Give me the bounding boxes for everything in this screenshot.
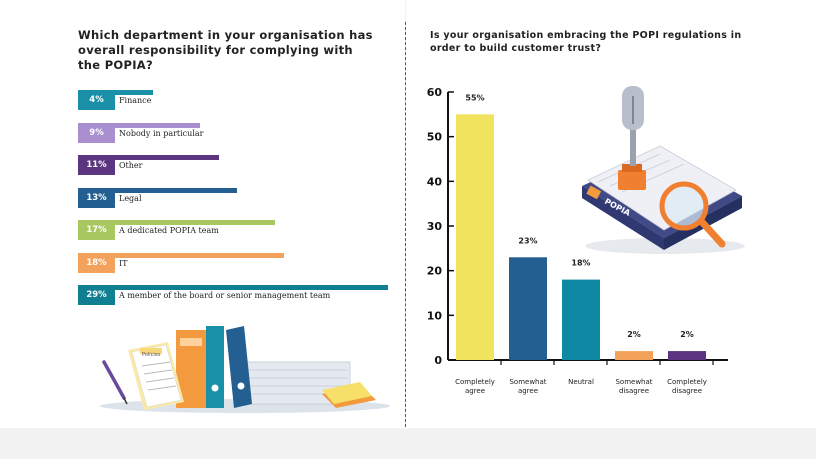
x-tick-label: Completely disagree xyxy=(667,378,707,395)
hbar-value-label: 4% xyxy=(78,90,115,110)
hbar-value-label: 13% xyxy=(78,187,115,208)
y-tick-label: 20 xyxy=(427,265,443,278)
hbar-value-label: 18% xyxy=(78,252,115,273)
policies-folder-icon: Policies xyxy=(128,342,184,410)
x-tick-label: Neutral xyxy=(568,378,594,386)
hbar-category-label: IT xyxy=(119,258,128,268)
hbar-row: 29% A member of the board or senior manag… xyxy=(78,285,388,305)
vbar-value-label: 18% xyxy=(571,259,590,268)
hbar-fill xyxy=(115,252,285,258)
panel-divider xyxy=(405,22,406,427)
binder-teal-icon xyxy=(206,326,224,408)
hbar-track xyxy=(115,220,388,240)
vbar xyxy=(456,114,494,360)
vbar-value-label: 2% xyxy=(680,330,694,339)
hbar-track xyxy=(115,155,388,175)
hbar-category-label: A member of the board or senior manageme… xyxy=(119,291,331,300)
magnifier-icon xyxy=(659,181,726,248)
vbar-value-label: 55% xyxy=(465,93,484,102)
hbar-row: 17% A dedicated POPIA team xyxy=(78,220,388,240)
y-tick-label: 10 xyxy=(427,309,443,322)
vbar-value-label: 23% xyxy=(518,236,537,245)
hbar-row: 4% Finance xyxy=(78,90,388,110)
hbar-fill xyxy=(115,155,219,160)
hbar-value-label: 17% xyxy=(78,220,115,240)
vbar xyxy=(668,351,706,360)
hbar-category-label: Nobody in particular xyxy=(119,128,204,138)
policies-label: Policies xyxy=(142,352,161,358)
stamp-icon xyxy=(618,86,646,190)
hbar-value-label: 11% xyxy=(78,155,115,175)
hbar-fill xyxy=(115,90,153,95)
y-tick-label: 60 xyxy=(427,86,443,99)
vbar xyxy=(562,279,600,360)
hbar-track xyxy=(115,252,388,273)
x-tick-label: Completely agree xyxy=(455,378,495,395)
binder-blue-icon xyxy=(226,326,252,408)
hbar-row: 18% IT xyxy=(78,252,388,273)
hbar-category-label: Finance xyxy=(119,96,152,105)
right-chart-title: Is your organisation embracing the POPI … xyxy=(430,30,742,54)
hbar-row: 11% Other xyxy=(78,155,388,175)
hbar-value-label: 29% xyxy=(78,285,115,305)
hbar-category-label: A dedicated POPIA team xyxy=(119,226,219,235)
left-chart-title: Which department in your organisation ha… xyxy=(78,28,373,72)
x-tick-label: Somewhat agree xyxy=(509,378,546,395)
hbar-track xyxy=(115,90,388,110)
hbar-track xyxy=(115,122,388,143)
sticky-notes-icon xyxy=(322,382,376,408)
hbar-track xyxy=(115,285,388,305)
hbar-fill xyxy=(115,187,238,193)
hbar-fill xyxy=(115,220,276,225)
hbar-category-label: Legal xyxy=(119,193,142,203)
x-tick-label: Somewhat disagree xyxy=(615,378,652,395)
hbar-fill xyxy=(115,122,200,128)
pen-icon xyxy=(102,360,128,405)
hbar-category-label: Other xyxy=(119,161,143,170)
vbar-value-label: 2% xyxy=(627,330,641,339)
y-tick-label: 50 xyxy=(427,131,443,144)
vbar xyxy=(615,351,653,360)
vbar xyxy=(509,257,547,360)
hbar-row: 9% Nobody in particular xyxy=(78,122,388,143)
hbar-track xyxy=(115,187,388,208)
hbar-value-label: 9% xyxy=(78,122,115,143)
y-tick-label: 0 xyxy=(434,354,442,367)
hbar-fill xyxy=(115,285,388,290)
y-tick-label: 30 xyxy=(427,220,443,233)
y-tick-label: 40 xyxy=(427,175,443,188)
hbar-row: 13% Legal xyxy=(78,187,388,208)
